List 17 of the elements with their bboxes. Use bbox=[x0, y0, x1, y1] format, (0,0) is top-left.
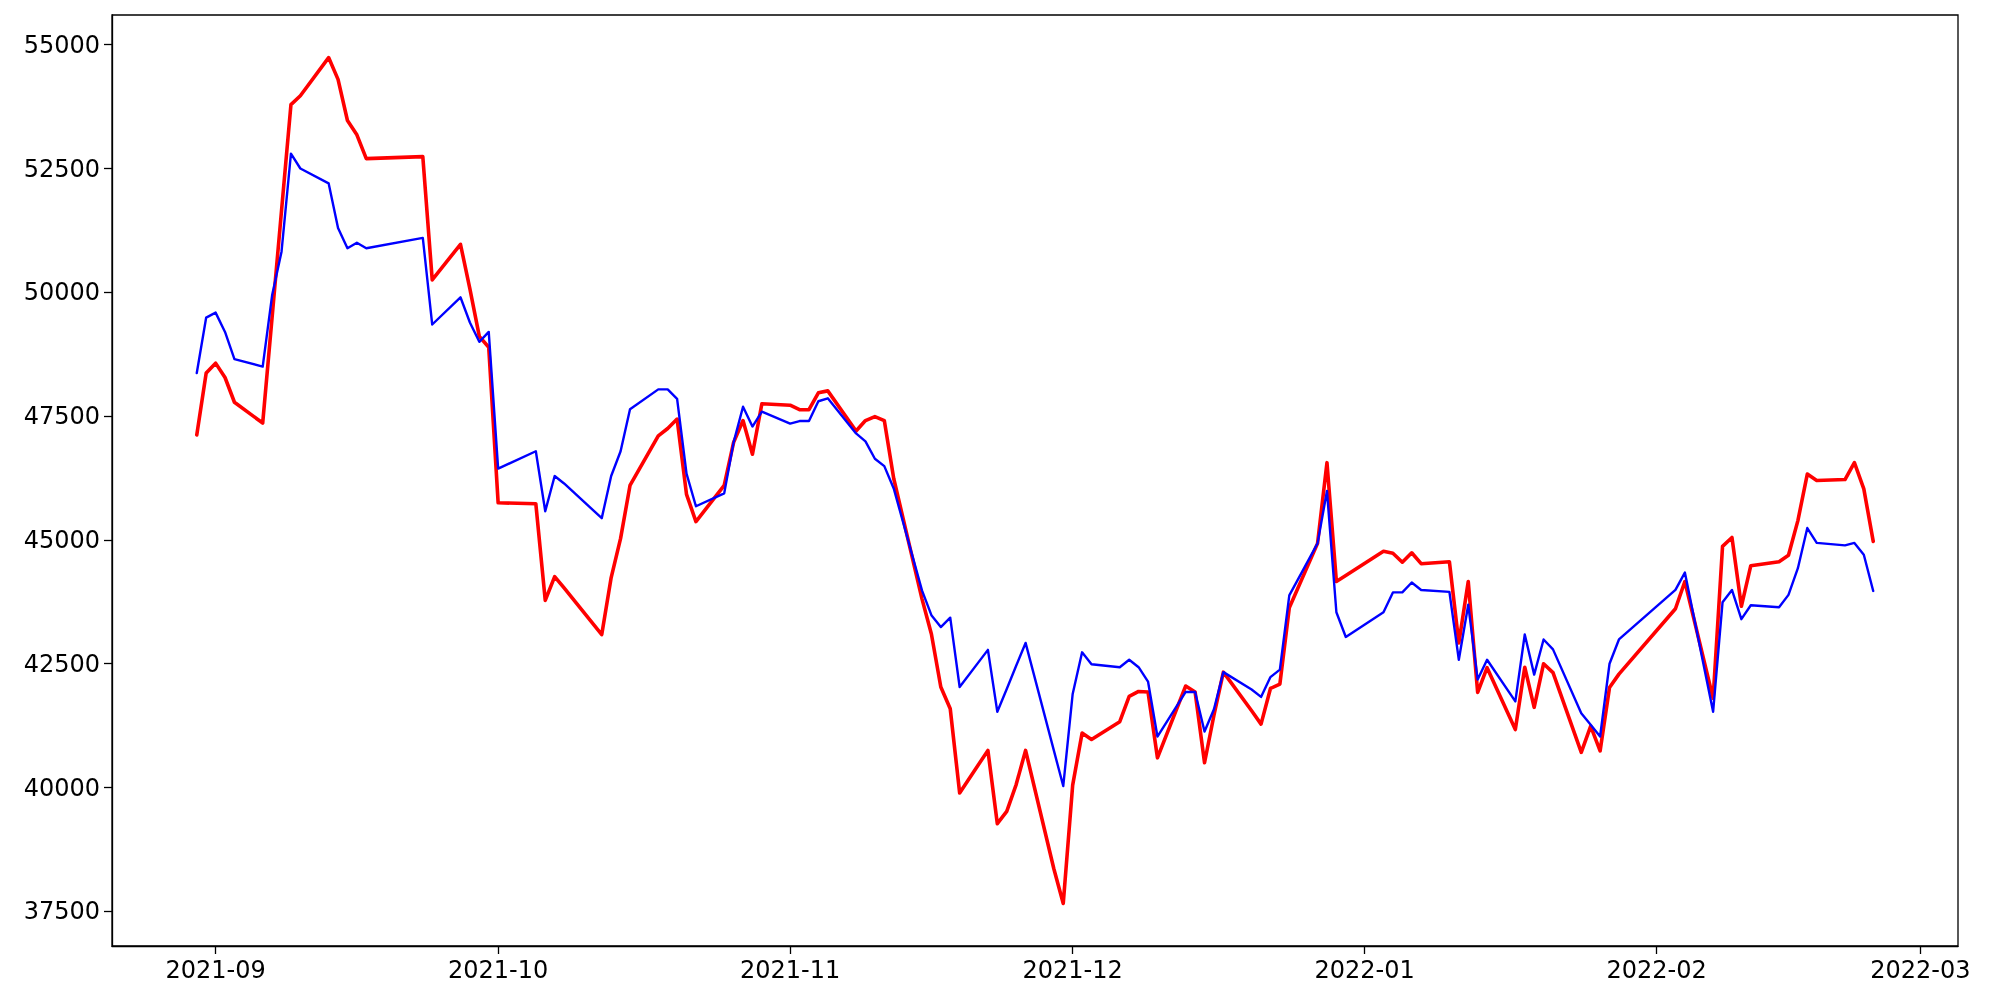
y-tick-label: 42500 bbox=[23, 649, 100, 678]
x-tick-label: 2022-02 bbox=[1606, 956, 1707, 984]
line-series bbox=[194, 55, 1876, 906]
x-tick-label: 2022-03 bbox=[1870, 956, 1971, 984]
y-tick-label: 47500 bbox=[23, 402, 100, 431]
y-tick-label: 50000 bbox=[23, 278, 100, 307]
x-tick-label: 2021-10 bbox=[448, 956, 549, 984]
y-tick-label: 37500 bbox=[23, 897, 100, 926]
x-tick-label: 2021-09 bbox=[165, 956, 266, 984]
x-tick-label: 2021-11 bbox=[739, 956, 841, 984]
y-tick-label: 52500 bbox=[23, 154, 100, 183]
line-series bbox=[195, 152, 1875, 788]
y-tick-label: 55000 bbox=[23, 30, 100, 59]
y-tick-label: 40000 bbox=[23, 773, 100, 802]
x-tick-label: 2022-01 bbox=[1314, 956, 1415, 984]
x-tick-label: 2021-12 bbox=[1022, 956, 1123, 984]
y-tick-label: 45000 bbox=[23, 525, 100, 554]
